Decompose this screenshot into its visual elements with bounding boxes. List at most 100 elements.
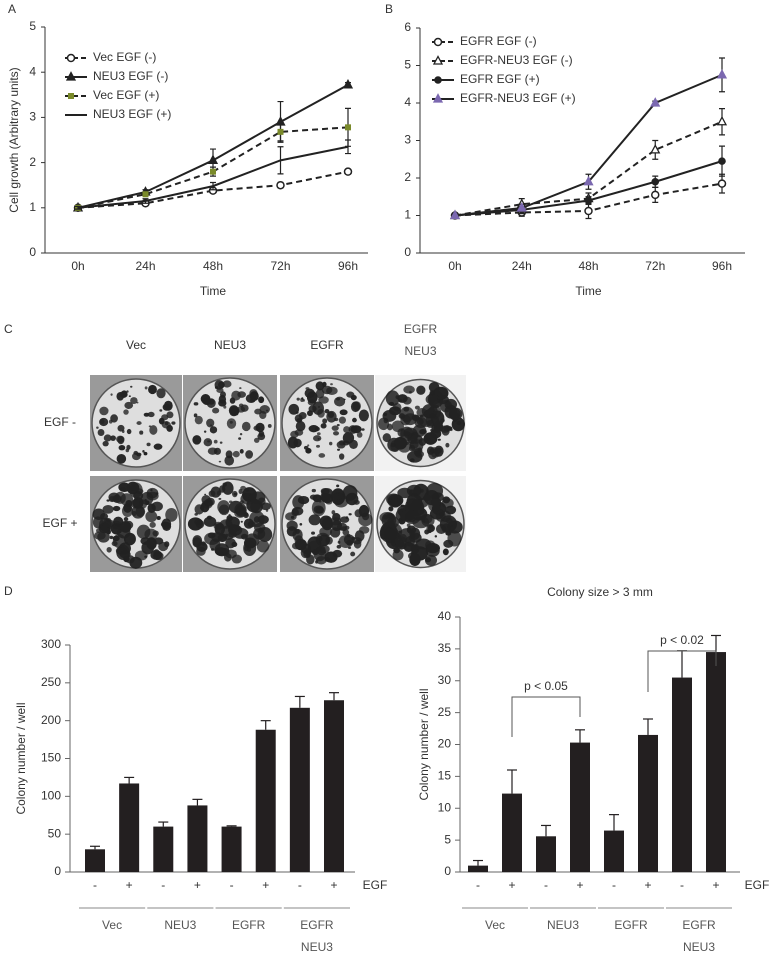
colony	[99, 406, 109, 416]
colony	[203, 516, 217, 527]
bar	[536, 836, 556, 872]
colony	[136, 524, 151, 539]
colony	[426, 524, 434, 533]
legend-label: Vec EGF (-)	[93, 50, 156, 64]
colony	[444, 401, 447, 403]
marker	[717, 179, 727, 188]
colony	[423, 494, 431, 502]
x-tick-label: -	[680, 878, 684, 892]
x-tick-label: -	[298, 878, 302, 892]
colony	[247, 521, 256, 528]
colony	[130, 385, 133, 388]
colony	[448, 407, 461, 421]
colony	[379, 527, 393, 540]
colony	[316, 432, 321, 436]
colony	[428, 497, 441, 512]
x-tick-label: 48h	[578, 259, 598, 273]
y-tick-label: 1	[29, 200, 36, 214]
colony	[311, 488, 316, 493]
y-tick-label: 2	[29, 155, 36, 169]
colony	[255, 422, 265, 433]
x-tick-label: -	[544, 878, 548, 892]
colony	[423, 432, 438, 445]
colony	[426, 420, 434, 428]
colony	[99, 419, 105, 425]
colony	[245, 450, 254, 459]
colony	[294, 414, 303, 423]
colony-plate	[280, 375, 374, 471]
x-tick-label: 24h	[135, 259, 155, 273]
colony	[116, 453, 127, 464]
colony	[209, 538, 221, 551]
colony	[333, 431, 340, 436]
colony	[395, 395, 399, 400]
error-bar	[75, 205, 81, 210]
marker	[449, 209, 461, 220]
colony	[231, 554, 242, 564]
colony	[291, 508, 300, 517]
colony	[356, 431, 363, 438]
y-tick-label: 3	[404, 133, 411, 147]
marker	[516, 202, 527, 212]
x-tick-label: 96h	[712, 259, 732, 273]
colony	[314, 426, 320, 432]
x-axis-title: Time	[575, 284, 602, 298]
colony	[126, 428, 132, 435]
colony	[382, 433, 392, 443]
colony	[346, 391, 355, 398]
legend-label: EGFR-NEU3 EGF (+)	[460, 91, 576, 105]
colony	[218, 497, 222, 500]
colony	[110, 523, 123, 535]
colony	[239, 433, 243, 436]
colony	[156, 515, 161, 520]
colony	[419, 428, 427, 435]
marker	[584, 206, 593, 216]
y-tick-label: 30	[438, 673, 452, 687]
colony	[152, 530, 159, 537]
colony	[102, 440, 109, 447]
colony	[297, 495, 310, 505]
y-tick-label: 250	[41, 675, 61, 689]
colony	[306, 554, 315, 565]
colony-plate	[280, 476, 374, 572]
colony	[203, 438, 213, 447]
significance-bracket	[511, 696, 581, 737]
colony	[326, 386, 338, 395]
marker	[583, 175, 594, 186]
colony	[204, 498, 214, 507]
colony	[307, 444, 310, 447]
y-tick-label: 100	[41, 789, 61, 803]
colony	[108, 419, 113, 424]
colony	[162, 403, 171, 411]
colony	[315, 509, 319, 513]
colony	[414, 405, 420, 410]
bar	[85, 849, 105, 872]
colony	[447, 426, 453, 431]
colony-plate	[90, 476, 182, 572]
colony	[134, 550, 148, 561]
bar	[638, 734, 658, 872]
colony	[114, 491, 126, 504]
legend-marker	[65, 71, 77, 81]
colony	[148, 384, 157, 395]
legend-marker	[434, 76, 442, 84]
colony	[319, 515, 333, 528]
colony	[386, 423, 393, 431]
colony	[218, 504, 230, 516]
group-label: Vec	[102, 918, 123, 932]
x-tick-label: -	[230, 878, 234, 892]
annotation: p < 0.02	[660, 633, 704, 647]
colony	[299, 522, 303, 526]
colony	[166, 411, 174, 419]
error-bar	[345, 139, 351, 155]
colony	[342, 432, 355, 444]
colony	[112, 535, 120, 542]
colony	[425, 557, 432, 563]
colony	[398, 398, 403, 403]
colony	[141, 541, 155, 555]
colony	[136, 452, 142, 457]
colony	[153, 551, 164, 561]
colony	[253, 437, 260, 443]
colony	[337, 448, 341, 451]
y-tick-label: 50	[48, 826, 62, 840]
